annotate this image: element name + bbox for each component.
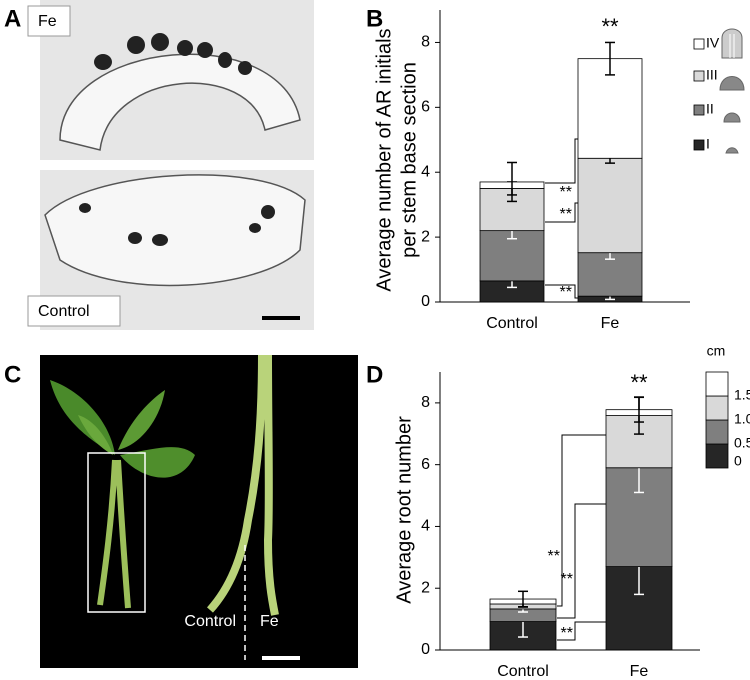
x-tick-label: Control bbox=[497, 663, 549, 680]
legend-swatch bbox=[693, 104, 705, 116]
significance: ** bbox=[561, 571, 573, 588]
significance: ** bbox=[548, 548, 560, 565]
x-tick-label: Fe bbox=[601, 315, 620, 332]
legend-title: cm bbox=[707, 343, 726, 359]
y-tick-label: 0 bbox=[421, 293, 430, 310]
legend-swatch bbox=[705, 419, 729, 445]
stage-icons bbox=[719, 28, 745, 154]
y-axis-label: per stem base section bbox=[398, 62, 420, 258]
panel-letter: A bbox=[4, 5, 21, 32]
y-tick-label: 6 bbox=[421, 99, 430, 116]
legend-swatch bbox=[693, 70, 705, 82]
significance: ** bbox=[560, 184, 572, 201]
photo bbox=[40, 355, 358, 668]
photo-label: Fe bbox=[260, 613, 279, 630]
section bbox=[59, 53, 301, 151]
legend-label: 0 bbox=[734, 453, 742, 469]
image-label: Fe bbox=[38, 13, 57, 30]
y-tick-label: 6 bbox=[421, 456, 430, 473]
primordia bbox=[79, 203, 275, 246]
y-tick-label: 8 bbox=[421, 34, 430, 51]
y-tick-label: 2 bbox=[421, 228, 430, 245]
primordia bbox=[94, 33, 252, 75]
error-bar bbox=[634, 396, 644, 423]
label-box bbox=[27, 5, 71, 37]
section bbox=[44, 174, 306, 287]
scale-bar bbox=[262, 316, 300, 320]
significance: ** bbox=[560, 284, 572, 301]
bar-segment bbox=[577, 157, 643, 254]
y-tick-label: 0 bbox=[421, 641, 430, 658]
image-label: Control bbox=[38, 303, 90, 320]
legend-label: 1.5 bbox=[734, 387, 750, 403]
inset-box bbox=[87, 452, 146, 613]
legend-label: IV bbox=[706, 35, 720, 51]
y-axis-label: Average root number bbox=[393, 416, 415, 604]
significance: ** bbox=[561, 625, 573, 642]
x-tick-label: Control bbox=[486, 315, 538, 332]
brackets bbox=[545, 138, 606, 641]
legend-label: II bbox=[706, 101, 714, 117]
error-bar bbox=[507, 161, 517, 203]
legend-swatch bbox=[693, 38, 705, 50]
legend-swatch bbox=[705, 443, 729, 469]
label-box bbox=[27, 295, 121, 327]
legend-label: 1.0 bbox=[734, 411, 750, 427]
y-tick-label: 8 bbox=[421, 394, 430, 411]
plant bbox=[50, 354, 279, 616]
y-tick-label: 4 bbox=[421, 518, 430, 535]
x-tick-label: Fe bbox=[630, 663, 649, 680]
panel-letter: C bbox=[4, 361, 21, 388]
panel-letter: D bbox=[366, 361, 383, 388]
legend-swatch bbox=[705, 371, 729, 397]
y-axis-label: Average number of AR initials bbox=[373, 28, 395, 291]
photo-label: Control bbox=[184, 613, 236, 630]
panel-letter: B bbox=[366, 5, 383, 32]
legend-label: 0.5 bbox=[734, 435, 750, 451]
significance: ** bbox=[560, 206, 572, 223]
legend-label: III bbox=[706, 67, 718, 83]
legend-label: I bbox=[706, 136, 710, 152]
error-bar bbox=[518, 590, 528, 608]
scale-bar bbox=[262, 656, 300, 660]
y-tick-label: 4 bbox=[421, 163, 430, 180]
y-tick-label: 2 bbox=[421, 579, 430, 596]
significance: ** bbox=[601, 14, 619, 39]
legend-swatch bbox=[705, 395, 729, 421]
error-bar bbox=[605, 41, 615, 76]
significance: ** bbox=[630, 370, 648, 395]
legend-swatch bbox=[693, 139, 705, 151]
